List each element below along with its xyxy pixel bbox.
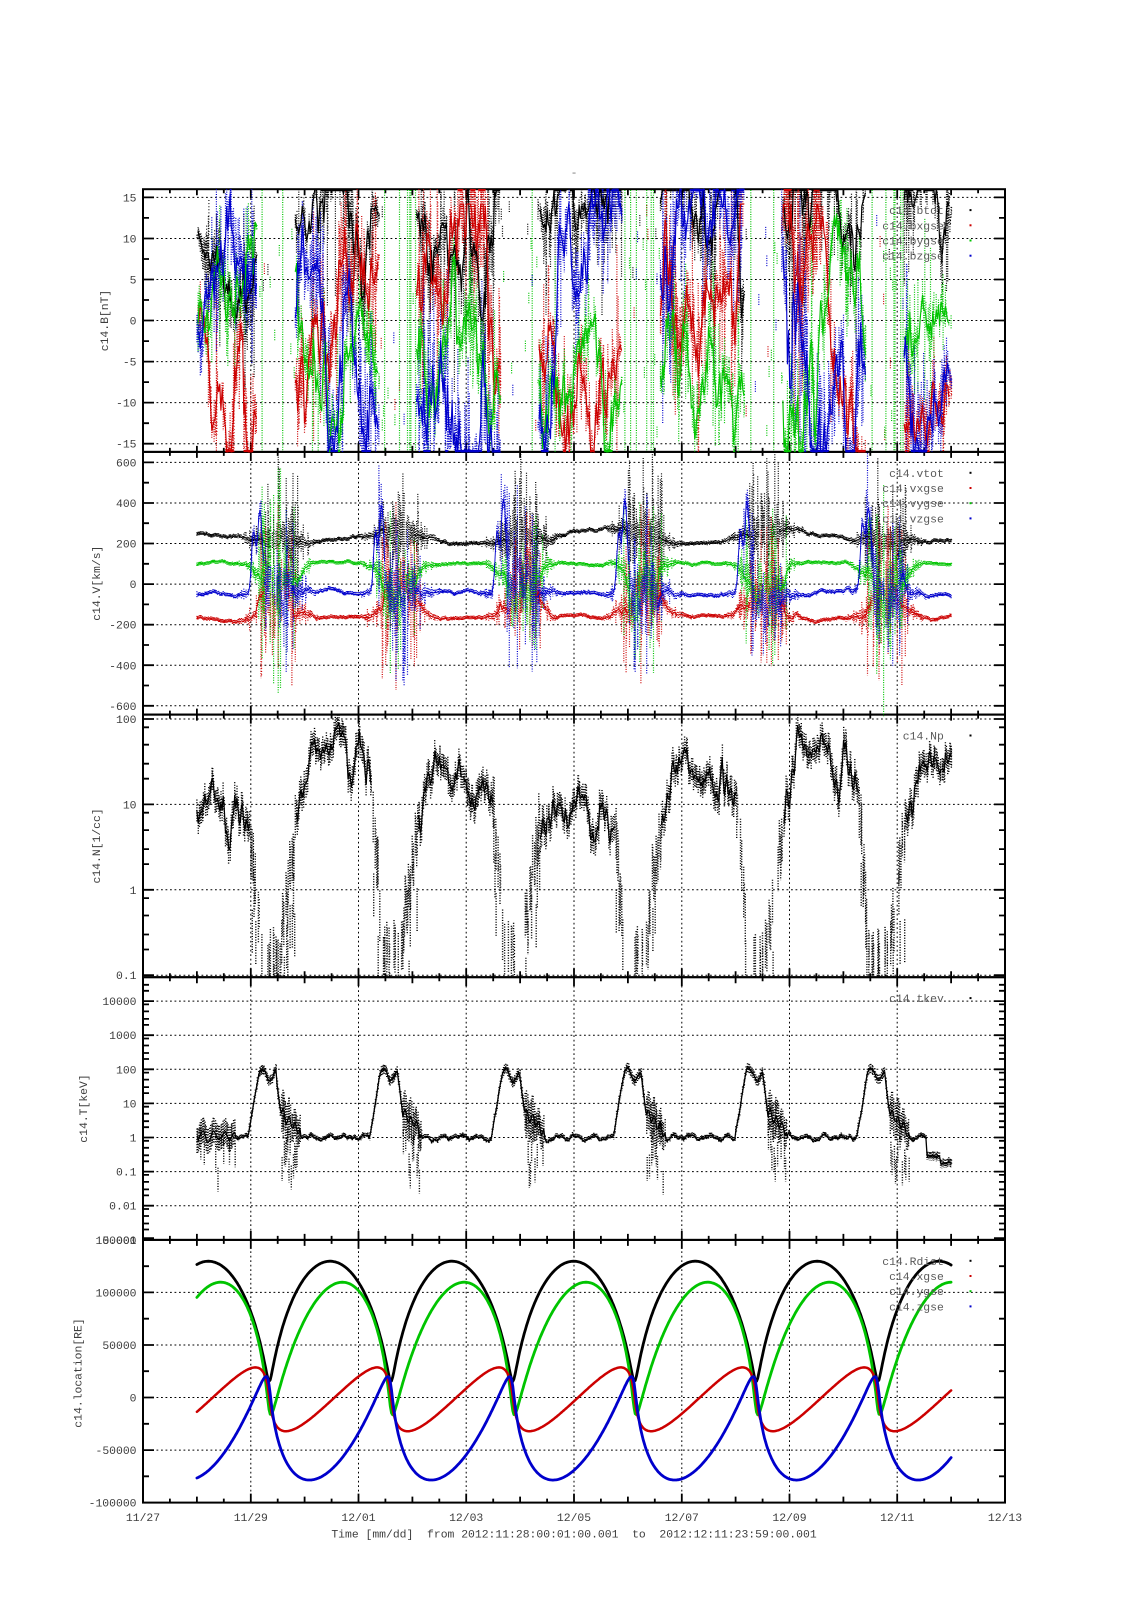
svg-text:10000: 10000 bbox=[102, 997, 136, 1009]
svg-text:12/03: 12/03 bbox=[449, 1513, 483, 1525]
svg-text:c14.Rdist: c14.Rdist bbox=[882, 1257, 944, 1269]
svg-text:600: 600 bbox=[116, 458, 137, 470]
svg-text:12/11: 12/11 bbox=[880, 1513, 914, 1525]
svg-text:c14.vxgse: c14.vxgse bbox=[882, 484, 944, 496]
svg-text:0: 0 bbox=[130, 1394, 137, 1406]
svg-text:c14.vygse: c14.vygse bbox=[882, 499, 944, 511]
svg-text:15: 15 bbox=[123, 194, 137, 206]
svg-text:0.01: 0.01 bbox=[109, 1202, 137, 1214]
svg-text:c14.T[keV]: c14.T[keV] bbox=[79, 1074, 91, 1142]
svg-text:-100000: -100000 bbox=[89, 1499, 137, 1511]
svg-text:12/09: 12/09 bbox=[772, 1513, 806, 1525]
svg-text:0.1: 0.1 bbox=[116, 1168, 137, 1180]
svg-text:c14.B[nT]: c14.B[nT] bbox=[100, 290, 112, 352]
svg-text:11/29: 11/29 bbox=[234, 1513, 268, 1525]
svg-text:400: 400 bbox=[116, 499, 137, 511]
svg-text:100000: 100000 bbox=[95, 1289, 136, 1301]
svg-text:-: - bbox=[571, 168, 578, 180]
svg-text:c14.xgse: c14.xgse bbox=[889, 1272, 944, 1284]
svg-text:5: 5 bbox=[130, 276, 137, 288]
svg-text:-15: -15 bbox=[116, 440, 137, 452]
svg-text:1: 1 bbox=[130, 886, 137, 898]
svg-text:150000: 150000 bbox=[95, 1236, 136, 1248]
svg-text:-50000: -50000 bbox=[95, 1446, 136, 1458]
svg-text:12/13: 12/13 bbox=[988, 1513, 1022, 1525]
svg-text:12/01: 12/01 bbox=[341, 1513, 375, 1525]
svg-text:c14.ygse: c14.ygse bbox=[889, 1287, 944, 1299]
svg-text:c14.zgse: c14.zgse bbox=[889, 1302, 944, 1314]
svg-text:12/07: 12/07 bbox=[665, 1513, 699, 1525]
svg-text:12/05: 12/05 bbox=[557, 1513, 591, 1525]
svg-text:1000: 1000 bbox=[109, 1031, 137, 1043]
svg-text:c14.vzgse: c14.vzgse bbox=[882, 514, 944, 526]
svg-text:100: 100 bbox=[116, 715, 137, 727]
svg-text:c14.bygse: c14.bygse bbox=[882, 237, 944, 249]
svg-text:0.001: 0.001 bbox=[102, 1236, 136, 1248]
svg-text:11/27: 11/27 bbox=[126, 1513, 160, 1525]
svg-text:c14.tkev: c14.tkev bbox=[889, 994, 944, 1006]
svg-text:0: 0 bbox=[130, 317, 137, 329]
svg-text:c14.V[km/s]: c14.V[km/s] bbox=[92, 546, 104, 621]
svg-text:100: 100 bbox=[116, 1065, 137, 1077]
svg-text:c14.Np: c14.Np bbox=[903, 732, 944, 744]
svg-text:-5: -5 bbox=[123, 358, 137, 370]
svg-text:c14.bzgse: c14.bzgse bbox=[882, 252, 944, 264]
svg-text:Time [mm/dd] from 2012:11:28:: Time [mm/dd] from 2012:11:28:00:01:00.00… bbox=[331, 1529, 816, 1541]
svg-text:-600: -600 bbox=[109, 702, 137, 714]
svg-text:0: 0 bbox=[130, 580, 137, 592]
svg-text:1: 1 bbox=[130, 1134, 137, 1146]
svg-text:-10: -10 bbox=[116, 399, 137, 411]
svg-text:c14.bxgse: c14.bxgse bbox=[882, 221, 944, 233]
svg-text:c14.vtot: c14.vtot bbox=[889, 469, 944, 481]
svg-text:0.1: 0.1 bbox=[116, 971, 137, 983]
svg-text:10: 10 bbox=[123, 1099, 137, 1111]
svg-text:10: 10 bbox=[123, 235, 137, 247]
svg-text:50000: 50000 bbox=[102, 1341, 136, 1353]
svg-text:c14.btot: c14.btot bbox=[889, 206, 944, 218]
svg-text:-200: -200 bbox=[109, 621, 137, 633]
svg-text:10: 10 bbox=[123, 800, 137, 812]
svg-text:c14.N[1/cc]: c14.N[1/cc] bbox=[92, 808, 104, 883]
svg-text:c14.location[RE]: c14.location[RE] bbox=[74, 1318, 86, 1427]
svg-text:-400: -400 bbox=[109, 661, 137, 673]
svg-text:200: 200 bbox=[116, 540, 137, 552]
